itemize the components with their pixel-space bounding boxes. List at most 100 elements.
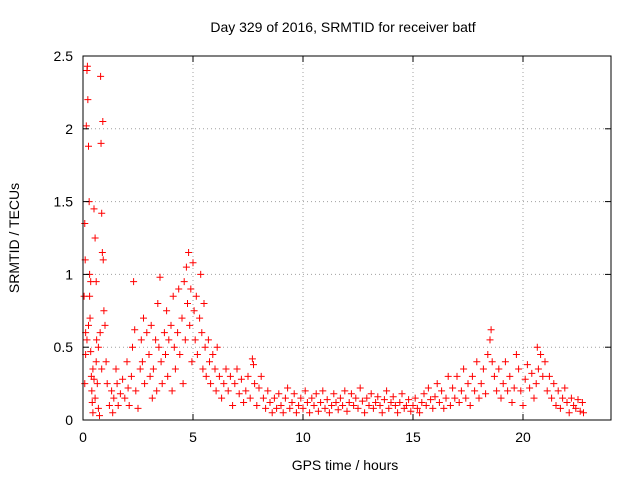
data-point bbox=[405, 396, 413, 404]
axis-ticks: 0 5 10 15 20 0 0.5 1 1.5 2 2.5 bbox=[54, 48, 611, 445]
data-point bbox=[86, 314, 94, 322]
data-point bbox=[490, 372, 498, 380]
data-point bbox=[134, 404, 142, 412]
data-point bbox=[231, 380, 239, 388]
data-points bbox=[80, 62, 587, 420]
data-point bbox=[244, 372, 252, 380]
data-point bbox=[438, 387, 446, 395]
data-point bbox=[83, 62, 91, 70]
data-point bbox=[523, 361, 531, 369]
data-point bbox=[385, 404, 393, 412]
data-point bbox=[99, 256, 107, 264]
data-point bbox=[81, 219, 89, 227]
x-axis-label: GPS time / hours bbox=[292, 457, 399, 473]
data-point bbox=[182, 263, 190, 271]
data-point bbox=[98, 365, 106, 373]
data-point bbox=[550, 380, 558, 388]
data-point bbox=[93, 336, 101, 344]
data-point bbox=[171, 365, 179, 373]
data-point bbox=[277, 401, 285, 409]
data-point bbox=[212, 387, 220, 395]
chart-title: Day 329 of 2016, SRMTID for receiver bat… bbox=[210, 19, 475, 35]
data-point bbox=[424, 384, 432, 392]
data-point bbox=[464, 380, 472, 388]
data-point bbox=[145, 350, 153, 358]
data-point bbox=[220, 380, 228, 388]
data-point bbox=[102, 358, 110, 366]
data-point bbox=[290, 390, 298, 398]
data-point bbox=[160, 329, 168, 337]
data-point bbox=[275, 390, 283, 398]
data-point bbox=[488, 358, 496, 366]
data-point bbox=[363, 394, 371, 402]
data-point bbox=[440, 404, 448, 412]
data-point bbox=[148, 394, 156, 402]
data-point bbox=[519, 401, 527, 409]
data-point bbox=[303, 399, 311, 407]
data-point bbox=[81, 380, 89, 388]
data-point bbox=[187, 285, 195, 293]
data-point bbox=[103, 380, 111, 388]
data-point bbox=[156, 273, 164, 281]
data-point bbox=[178, 314, 186, 322]
data-point bbox=[82, 122, 90, 130]
data-point bbox=[387, 399, 395, 407]
data-point bbox=[184, 300, 191, 308]
data-point bbox=[109, 409, 117, 417]
data-point bbox=[114, 401, 122, 409]
data-point bbox=[512, 350, 520, 358]
data-point bbox=[164, 372, 172, 380]
data-point bbox=[165, 336, 173, 344]
data-point bbox=[84, 96, 92, 104]
data-point bbox=[207, 380, 215, 388]
data-point bbox=[460, 365, 468, 373]
data-point bbox=[501, 358, 509, 366]
data-point bbox=[268, 409, 276, 417]
data-point bbox=[567, 394, 575, 402]
data-point bbox=[255, 384, 263, 392]
plot-frame bbox=[82, 55, 612, 421]
data-point bbox=[367, 390, 375, 398]
data-point bbox=[190, 307, 198, 315]
data-point bbox=[284, 384, 292, 392]
data-point bbox=[112, 365, 120, 373]
data-point bbox=[83, 336, 91, 344]
data-point bbox=[116, 390, 124, 398]
data-point bbox=[468, 372, 476, 380]
data-point bbox=[188, 358, 196, 366]
data-point bbox=[559, 394, 567, 402]
data-point bbox=[259, 394, 267, 402]
data-point bbox=[561, 384, 569, 392]
data-point bbox=[105, 401, 113, 409]
data-point bbox=[153, 387, 161, 395]
data-point bbox=[199, 365, 207, 373]
data-point bbox=[163, 307, 171, 315]
data-point bbox=[123, 358, 131, 366]
x-tick-label: 5 bbox=[189, 429, 197, 445]
data-point bbox=[87, 348, 95, 356]
data-point bbox=[517, 387, 525, 395]
data-point bbox=[167, 321, 175, 329]
data-point bbox=[341, 387, 349, 395]
data-point bbox=[149, 365, 157, 373]
data-point bbox=[181, 336, 189, 344]
data-point bbox=[162, 350, 169, 358]
data-point bbox=[409, 401, 417, 409]
data-point bbox=[175, 285, 183, 293]
data-point bbox=[204, 336, 212, 344]
data-point bbox=[119, 375, 127, 383]
data-point bbox=[124, 384, 132, 392]
data-point bbox=[130, 278, 138, 286]
data-point bbox=[180, 278, 188, 286]
data-point bbox=[356, 384, 364, 392]
data-point bbox=[477, 380, 485, 388]
data-point bbox=[339, 401, 347, 409]
data-point bbox=[90, 375, 98, 383]
data-point bbox=[543, 387, 551, 395]
data-point bbox=[576, 407, 584, 415]
data-point bbox=[193, 350, 201, 358]
y-tick-label: 1 bbox=[65, 266, 73, 282]
data-point bbox=[504, 387, 512, 395]
data-point bbox=[563, 399, 571, 407]
data-point bbox=[98, 209, 106, 217]
